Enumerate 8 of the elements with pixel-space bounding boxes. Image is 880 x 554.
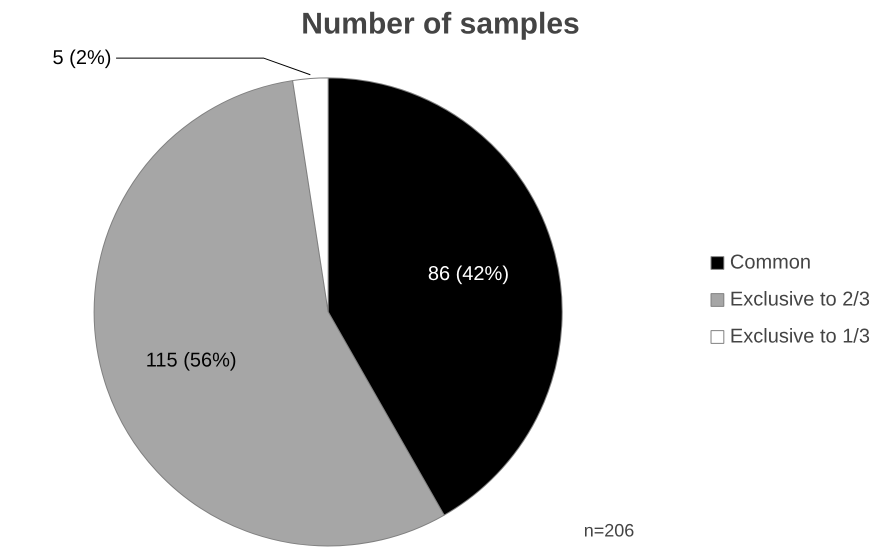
chart-title: Number of samples bbox=[301, 8, 580, 40]
data-label: 115 (56%) bbox=[146, 349, 237, 372]
legend-label: Exclusive to 1/3 bbox=[730, 325, 870, 348]
legend-label: Exclusive to 2/3 bbox=[730, 288, 870, 311]
data-label: 5 (2%) bbox=[52, 47, 112, 70]
text: n=206 bbox=[584, 520, 634, 541]
data-label: 86 (42%) bbox=[428, 263, 509, 286]
legend-label: Common bbox=[730, 251, 812, 274]
